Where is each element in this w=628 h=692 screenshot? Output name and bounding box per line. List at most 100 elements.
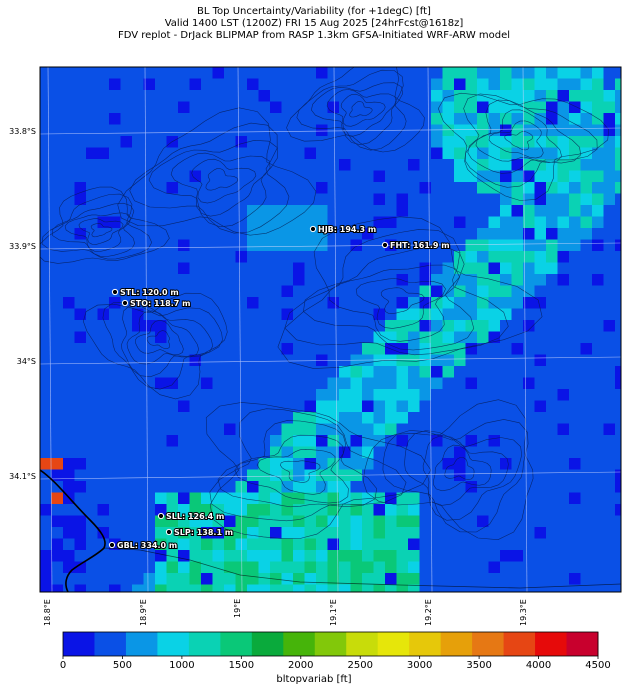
map-cell: [86, 285, 98, 298]
contour-line: [256, 448, 336, 495]
map-cell: [293, 561, 305, 574]
map-cell: [258, 423, 271, 436]
grid-lines: [40, 67, 621, 592]
map-cell: [431, 147, 443, 160]
map-cell: [396, 182, 409, 194]
map-cell: [419, 170, 432, 183]
map-cell: [247, 458, 259, 470]
map-cell: [178, 262, 190, 275]
colorbar-tick-label: 2500: [347, 660, 373, 671]
map-cell: [442, 504, 455, 516]
map-cell: [293, 354, 305, 367]
map-cell: [385, 423, 397, 436]
map-cell: [385, 182, 397, 194]
map-cell: [488, 205, 501, 217]
map-cell: [166, 193, 179, 206]
map-cell: [212, 527, 225, 539]
map-cell: [557, 124, 570, 137]
map-cell: [97, 216, 110, 229]
map-cell: [408, 147, 420, 160]
map-cell: [580, 492, 593, 505]
map-cell: [258, 78, 271, 91]
map-cell: [396, 366, 409, 378]
map-cell: [247, 515, 259, 528]
map-cell: [557, 343, 570, 355]
map-cell: [419, 193, 432, 206]
map-cell: [396, 492, 409, 505]
map-cell: [212, 78, 225, 91]
map-cell: [580, 435, 593, 447]
map-cell: [224, 182, 236, 194]
map-cell: [615, 573, 621, 585]
map-cell: [465, 343, 478, 355]
map-cell: [224, 561, 236, 574]
map-cell: [201, 159, 213, 171]
map-cell: [592, 527, 604, 539]
map-cell: [304, 285, 317, 298]
map-cell: [74, 435, 87, 447]
map-cell: [235, 205, 248, 217]
map-cell: [569, 147, 581, 160]
lon-label: 19.3°E: [519, 599, 528, 626]
map-cell: [327, 101, 340, 114]
map-cell: [316, 527, 328, 539]
map-cell: [569, 412, 581, 424]
map-cell: [293, 446, 305, 459]
map-cell: [396, 136, 409, 148]
map-cell: [189, 366, 202, 378]
map-cell: [224, 550, 236, 562]
map-cell: [224, 435, 236, 447]
map-cell: [74, 262, 87, 275]
map-cell: [304, 527, 317, 539]
map-cell: [51, 538, 64, 551]
map-cell: [442, 492, 455, 505]
map-cell: [431, 573, 443, 585]
map-cell: [385, 159, 397, 171]
map-cell: [327, 205, 340, 217]
map-cell: [201, 435, 213, 447]
map-cell: [155, 78, 167, 91]
map-cell: [385, 78, 397, 91]
map-cell: [281, 527, 294, 539]
map-cell: [385, 101, 397, 114]
map-cell: [132, 136, 144, 148]
map-cell: [293, 239, 305, 252]
map-cell: [51, 527, 64, 539]
map-cell: [293, 492, 305, 505]
map-cell: [293, 308, 305, 321]
map-cell: [454, 78, 466, 91]
map-cell: [258, 216, 271, 229]
bay-coast: [103, 547, 621, 589]
map-cell: [408, 274, 420, 286]
map-cell: [419, 492, 432, 505]
map-cell: [63, 170, 75, 183]
map-cell: [442, 538, 455, 551]
map-cell: [316, 78, 328, 91]
map-cell: [465, 159, 478, 171]
map-cell: [270, 182, 282, 194]
map-cell: [327, 170, 340, 183]
map-cell: [454, 469, 466, 482]
map-cell: [442, 113, 455, 125]
contour-line: [467, 99, 582, 174]
map-cell: [477, 550, 489, 562]
map-cell: [350, 113, 363, 125]
contour-line: [404, 430, 523, 521]
map-cell: [442, 527, 455, 539]
map-cell: [304, 136, 317, 148]
map-cell: [166, 216, 179, 229]
map-cell: [534, 147, 547, 160]
map-cell: [362, 262, 374, 275]
map-cell: [350, 182, 363, 194]
map-cell: [235, 331, 248, 344]
map-cell: [592, 90, 604, 102]
map-cell: [51, 170, 64, 183]
map-cell: [580, 561, 593, 574]
map-cell: [569, 193, 581, 206]
map-cell: [350, 331, 363, 344]
map-cell: [580, 147, 593, 160]
map-cell: [120, 435, 133, 447]
map-cell: [109, 205, 121, 217]
map-cell: [120, 492, 133, 505]
map-cell: [396, 515, 409, 528]
